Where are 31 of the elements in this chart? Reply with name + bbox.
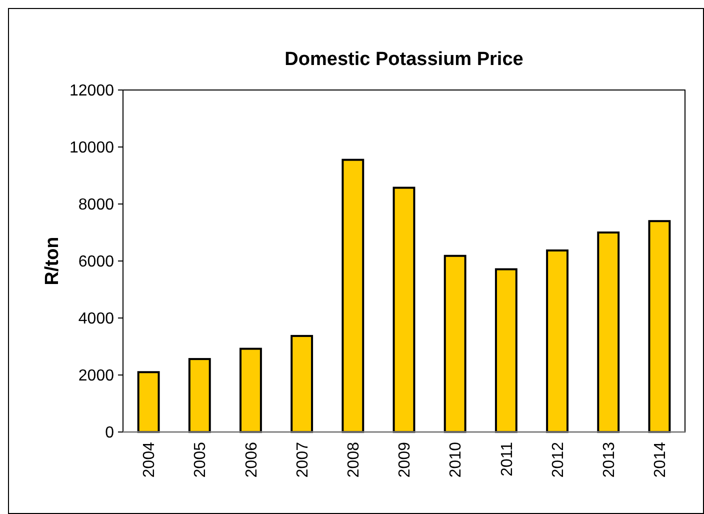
bar: [392, 186, 416, 433]
bar: [648, 220, 671, 433]
y-axis-title: R/ton: [42, 236, 63, 286]
bar: [597, 232, 620, 433]
bar: [342, 158, 364, 433]
bar: [188, 358, 211, 433]
bar: [240, 348, 262, 433]
bar: [444, 254, 466, 433]
y-tick-label: 2000: [78, 368, 114, 385]
chart-title: Domestic Potassium Price: [284, 49, 524, 70]
x-tick-label: 2006: [243, 442, 260, 478]
x-tick-label: 2013: [600, 442, 618, 478]
y-tick-label: 4000: [78, 310, 114, 328]
bar: [137, 371, 160, 433]
x-tick-label: 2014: [652, 442, 670, 478]
y-tick-label: 10000: [70, 140, 114, 157]
x-tick-label: 2009: [396, 442, 414, 478]
y-tick-label: 12000: [70, 82, 114, 100]
bar: [494, 268, 518, 433]
y-tick-label: 6000: [78, 254, 114, 271]
bar: [546, 249, 568, 433]
x-tick-label: 2005: [192, 442, 210, 478]
x-tick-label: 2004: [141, 442, 158, 478]
y-tick-label: 8000: [78, 196, 114, 214]
x-tick-label: 2011: [498, 442, 516, 476]
x-tick-label: 2010: [448, 442, 465, 478]
x-tick-label: 2008: [346, 442, 363, 478]
x-tick-label: 2012: [550, 442, 567, 478]
bar: [290, 334, 314, 433]
x-tick-label: 2007: [294, 442, 312, 478]
y-tick-label: 0: [105, 424, 114, 442]
